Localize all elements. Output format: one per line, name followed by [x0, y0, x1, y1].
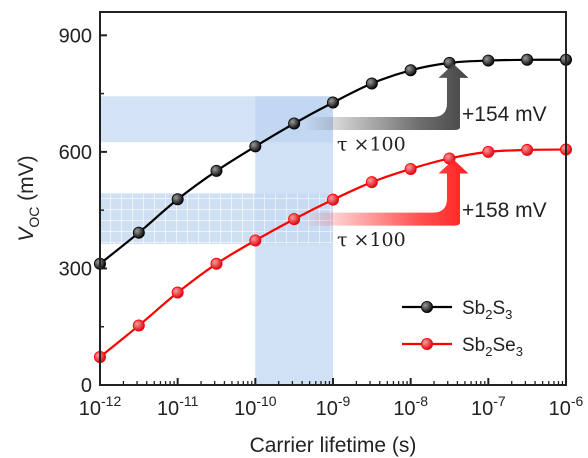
- annotation-tau-label-2: τ ×100: [337, 229, 406, 251]
- data-series: [94, 53, 573, 364]
- series-1-point-9: [404, 64, 417, 77]
- x-tick-base: 10: [157, 398, 179, 420]
- y-axis-title-unit: (mV): [15, 155, 38, 206]
- series-1-point-8: [365, 77, 378, 90]
- annotations: τ ×100 +154 mV τ ×100 +158 mV: [303, 63, 547, 251]
- series-2-point-12: [521, 143, 534, 156]
- x-tick-exponent: -8: [416, 393, 429, 409]
- legend-label-2: Sb2Se3: [462, 335, 523, 359]
- series-1-point-11: [482, 54, 495, 67]
- x-tick-label-4: 10-9: [316, 393, 351, 420]
- x-tick-base: 10: [549, 398, 571, 420]
- y-axis-title-subscript: OC: [26, 207, 42, 228]
- x-axis-title: Carrier lifetime (s): [250, 434, 417, 457]
- series-2-point-8: [365, 176, 378, 189]
- legend-marker-2: [420, 337, 433, 350]
- series-2-point-6: [288, 213, 301, 226]
- y-tick-label-300: 300: [59, 258, 92, 280]
- legend-label-subscript: 2: [485, 344, 492, 359]
- series-1-point-7: [326, 96, 339, 109]
- series-1-point-12: [521, 53, 534, 66]
- x-tick-exponent: -12: [101, 393, 121, 409]
- series-2-point-9: [404, 162, 417, 175]
- series-2-point-3: [171, 286, 184, 299]
- x-tick-base: 10: [234, 398, 256, 420]
- y-axis-title: VOC (mV): [15, 155, 42, 241]
- x-tick-base: 10: [79, 398, 101, 420]
- series-2-point-11: [482, 145, 495, 158]
- series-2-point-4: [210, 257, 223, 270]
- annotation-tau-label-1: τ ×100: [337, 134, 406, 156]
- x-tick-label-5: 10-8: [393, 393, 428, 420]
- annotation-arrow-2: [303, 159, 469, 226]
- x-tick-label-3: 10-10: [234, 393, 277, 420]
- x-tick-base: 10: [471, 398, 493, 420]
- y-tick-label-600: 600: [59, 142, 92, 164]
- x-tick-exponent: -7: [493, 393, 506, 409]
- legend-label-subscript: 3: [505, 307, 512, 322]
- x-tick-exponent: -9: [338, 393, 351, 409]
- y-axis-title-symbol: V: [15, 226, 38, 242]
- series-2-point-5: [249, 234, 262, 247]
- x-tick-label-7: 10-6: [549, 393, 584, 420]
- series-1-point-3: [171, 193, 184, 206]
- legend-label-subscript: 3: [516, 344, 523, 359]
- annotation-arrow-1: [303, 63, 469, 131]
- legend-label-1: Sb2S3: [462, 298, 512, 322]
- x-tick-label-6: 10-7: [471, 393, 506, 420]
- legend-label-part: Sb: [462, 298, 485, 319]
- annotation-voc-gain-1: +154 mV: [462, 103, 547, 126]
- x-tick-base: 10: [316, 398, 338, 420]
- series-1-point-2: [132, 226, 145, 239]
- x-tick-exponent: -10: [256, 393, 276, 409]
- legend-label-part: S: [492, 298, 505, 319]
- x-tick-label-2: 10-11: [157, 393, 199, 420]
- legend-label-part: Se: [492, 335, 515, 356]
- x-tick-label-1: 10-12: [79, 393, 122, 420]
- legend-label-part: Sb: [462, 335, 485, 356]
- series-2-point-7: [326, 193, 339, 206]
- x-tick-exponent: -11: [179, 393, 198, 409]
- annotation-voc-gain-2: +158 mV: [462, 199, 547, 222]
- legend-label-subscript: 2: [485, 307, 492, 322]
- series-1-point-4: [210, 164, 223, 177]
- series-1-point-5: [249, 140, 262, 153]
- series-1-point-6: [288, 117, 301, 130]
- series-2-point-2: [132, 319, 145, 332]
- legend-marker-1: [420, 300, 433, 313]
- x-tick-base: 10: [393, 398, 415, 420]
- shaded-regions: [100, 96, 333, 386]
- y-tick-label-900: 900: [59, 25, 92, 47]
- x-tick-exponent: -6: [571, 393, 584, 409]
- y-tick-label-0: 0: [81, 375, 92, 397]
